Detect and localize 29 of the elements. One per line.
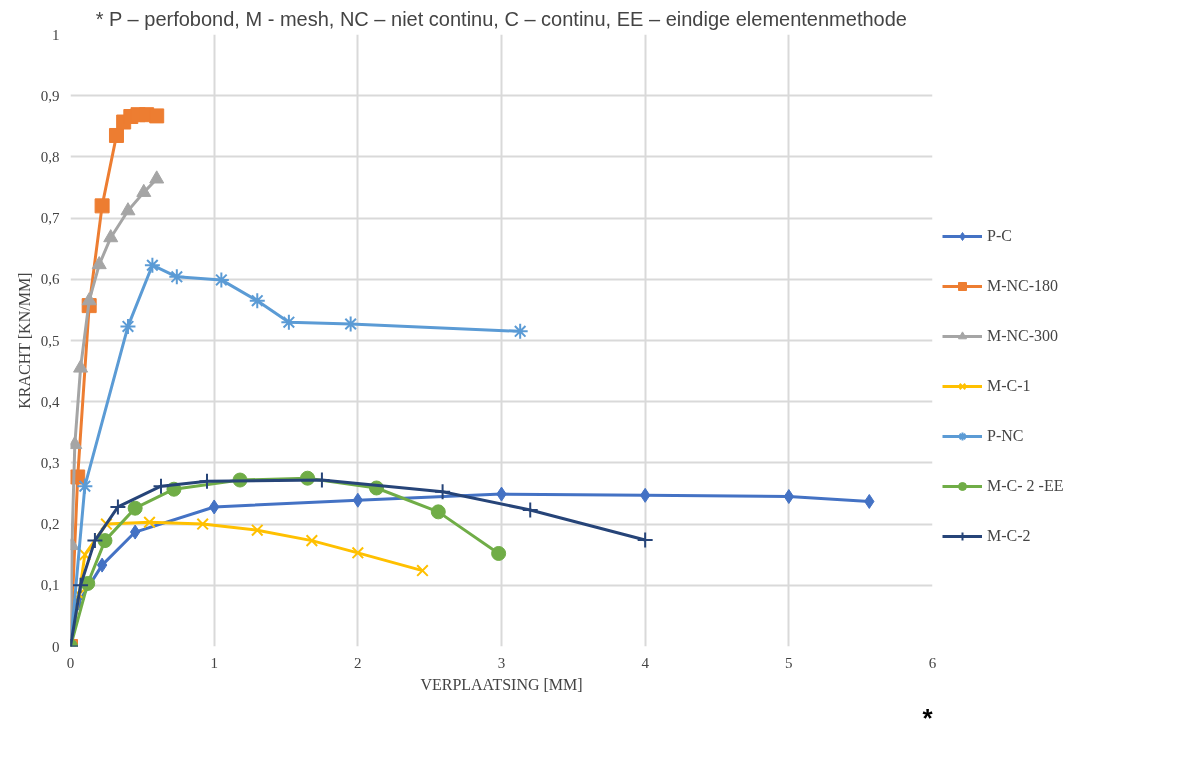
x-tick-label: 1 — [210, 654, 218, 671]
legend-label: M-NC-300 — [987, 327, 1059, 345]
y-tick-label: 0,9 — [40, 87, 60, 104]
legend-label: M-C- 2 -EE — [987, 477, 1064, 495]
legend-label: M-NC-180 — [987, 277, 1059, 295]
y-axis-title: KRACHT [KN/MM] — [15, 272, 33, 409]
y-tick-label: 0,6 — [40, 271, 60, 288]
y-tick-label: 0,7 — [40, 210, 60, 227]
x-tick-label: 2 — [354, 654, 362, 671]
legend-label: M-C-1 — [987, 377, 1031, 395]
x-tick-label: 6 — [928, 654, 937, 671]
x-tick-label: 3 — [497, 654, 506, 671]
y-tick-label: 1 — [52, 26, 60, 43]
y-tick-label: 0,1 — [40, 577, 60, 594]
x-tick-label: 4 — [641, 654, 650, 671]
y-tick-label: 0,3 — [40, 454, 60, 471]
chart-title: * P – perfobond, M - mesh, NC – niet continu, C – continu, EE – eindige elementenmethode — [95, 7, 907, 30]
y-tick-label: 0 — [52, 638, 60, 655]
y-tick-label: 0,8 — [40, 148, 60, 165]
y-tick-label: 0,2 — [40, 516, 60, 533]
x-axis-title: VERPLAATSING [MM] — [420, 675, 583, 693]
legend-label: P-C — [987, 227, 1012, 245]
x-tick-label: 0 — [66, 654, 75, 671]
y-tick-label: 0,4 — [40, 393, 60, 410]
legend-label: P-NC — [987, 427, 1024, 445]
x-tick-label: 5 — [785, 654, 793, 671]
legend-label: M-C-2 — [987, 527, 1031, 545]
text: * — [922, 702, 934, 733]
y-tick-label: 0,5 — [40, 332, 60, 349]
